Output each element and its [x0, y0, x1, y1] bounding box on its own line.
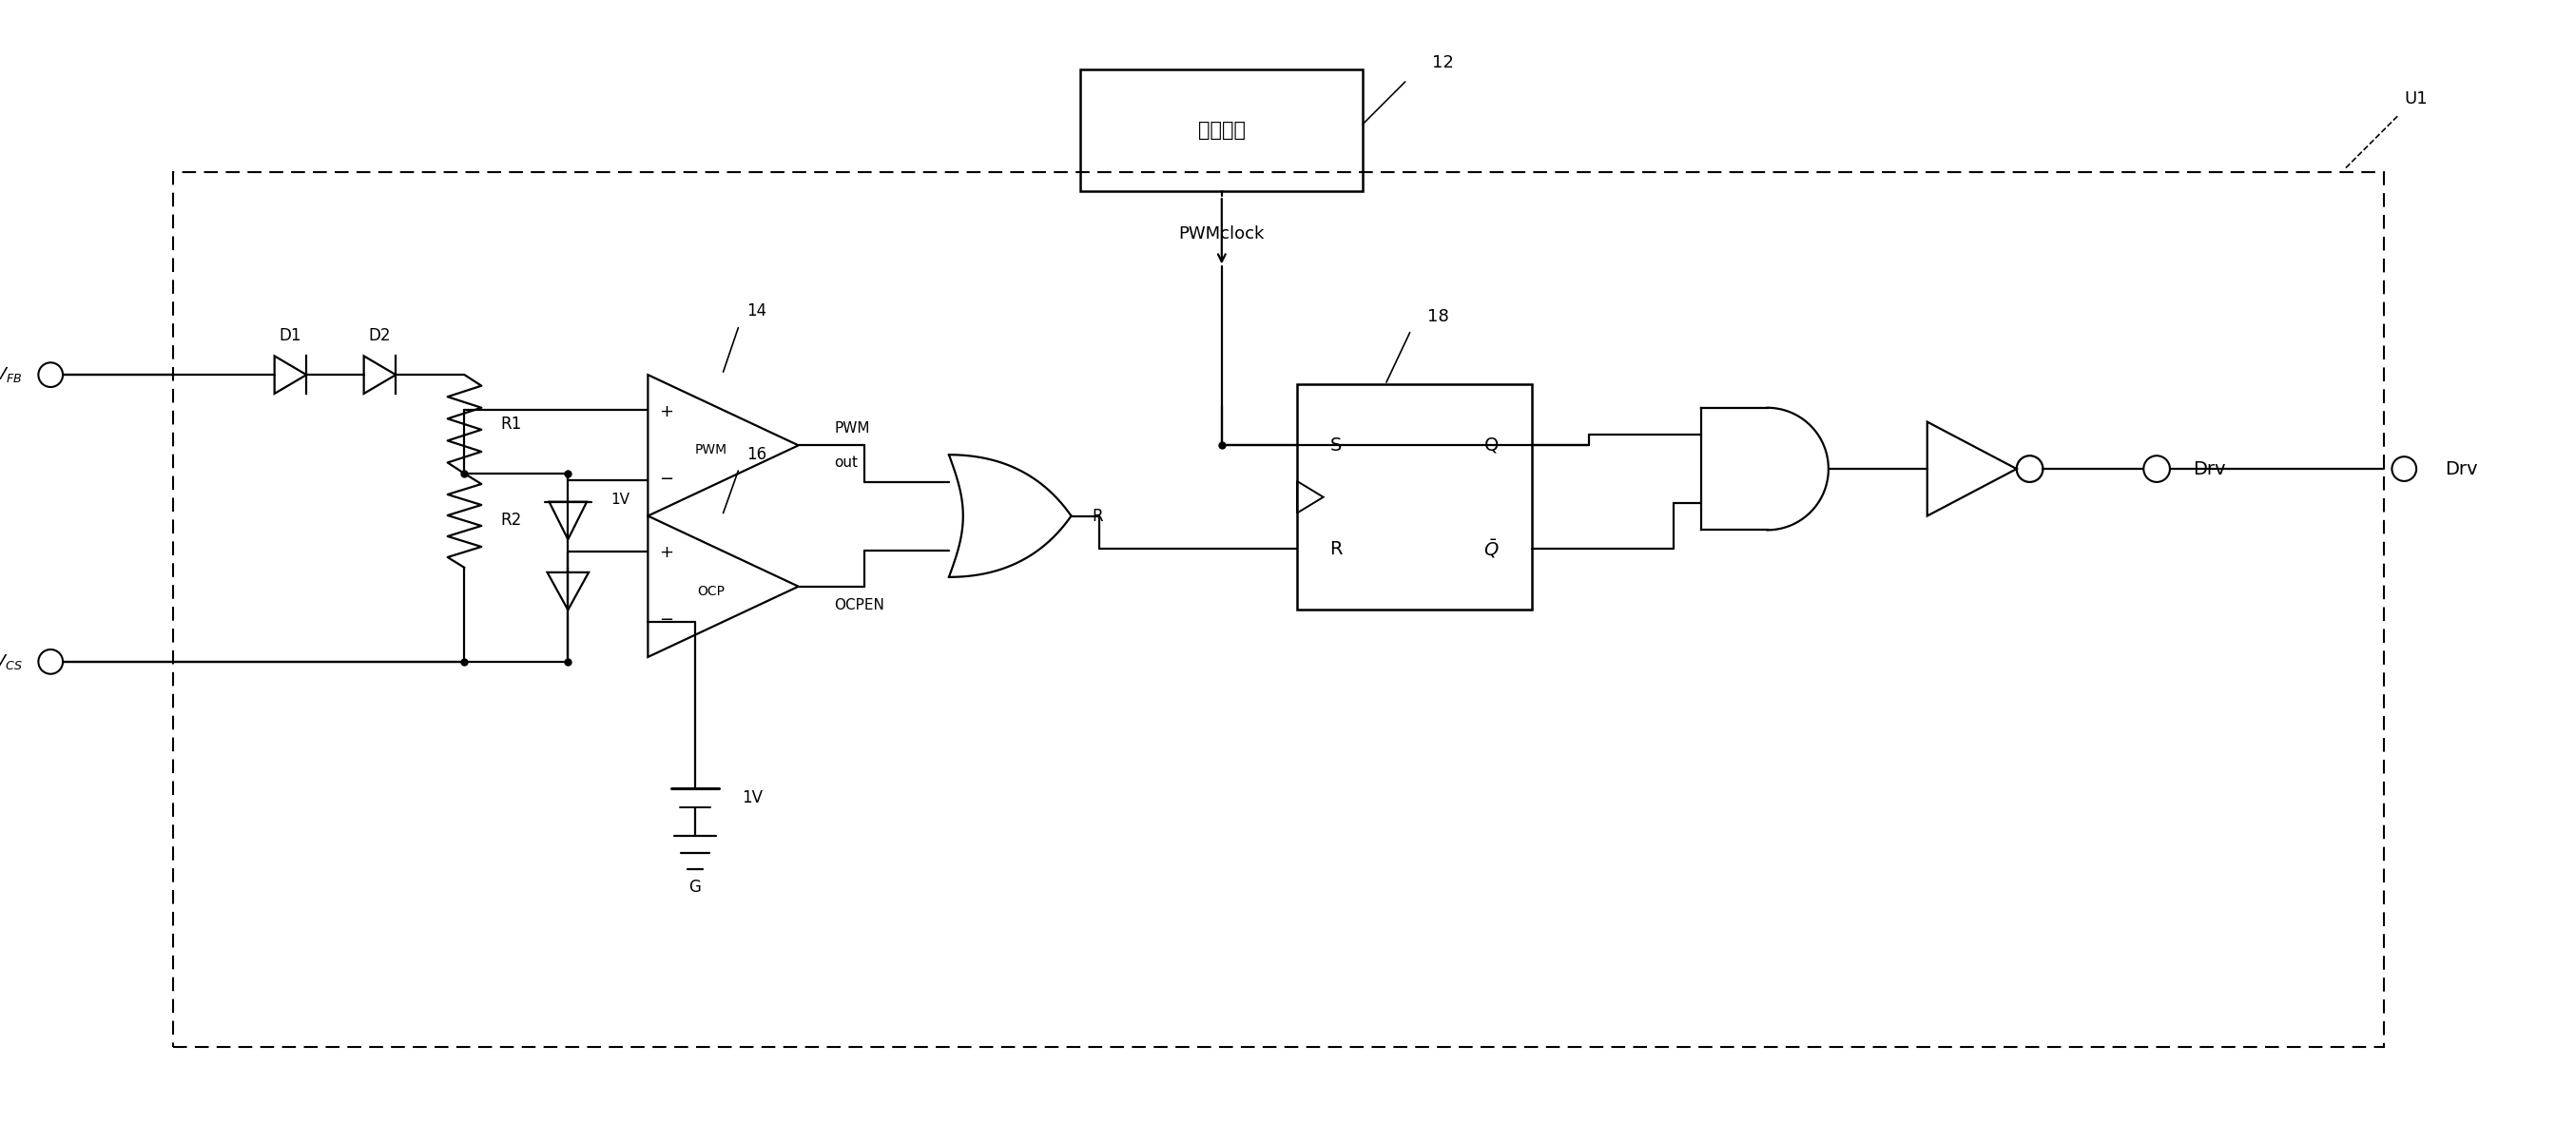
Text: 振荡电路: 振荡电路 — [1198, 120, 1247, 139]
Text: U1: U1 — [2403, 91, 2429, 108]
Text: PWM: PWM — [835, 422, 871, 436]
Bar — [173, 173, 2383, 1048]
Bar — [1082, 69, 1363, 191]
Text: 16: 16 — [747, 446, 765, 463]
Text: out: out — [835, 455, 858, 470]
Text: −: − — [659, 471, 672, 488]
Text: D1: D1 — [278, 327, 301, 344]
Bar — [1296, 384, 1533, 610]
Text: $V_{FB}$: $V_{FB}$ — [0, 365, 23, 384]
Text: Drv: Drv — [2192, 460, 2226, 478]
Text: $\bar{Q}$: $\bar{Q}$ — [1484, 537, 1499, 561]
Text: PWMclock: PWMclock — [1180, 225, 1265, 243]
Text: −: − — [659, 611, 672, 629]
Text: PWM: PWM — [696, 443, 726, 456]
Text: R: R — [1092, 507, 1103, 525]
Text: R1: R1 — [500, 416, 520, 433]
Text: Drv: Drv — [2445, 460, 2478, 478]
Text: D2: D2 — [368, 327, 392, 344]
Text: 1V: 1V — [742, 789, 762, 807]
Text: 18: 18 — [1427, 308, 1448, 325]
Text: +: + — [659, 402, 672, 420]
Text: +: + — [659, 544, 672, 561]
Text: 14: 14 — [747, 302, 765, 319]
Text: Q: Q — [1484, 436, 1499, 454]
Text: R2: R2 — [500, 513, 520, 529]
Text: 1V: 1V — [611, 492, 629, 507]
Text: S: S — [1329, 436, 1342, 454]
Text: OCP: OCP — [698, 584, 724, 598]
Text: 12: 12 — [1432, 54, 1453, 72]
Text: $V_{CS}$: $V_{CS}$ — [0, 652, 23, 671]
Text: OCPEN: OCPEN — [835, 598, 884, 613]
Text: G: G — [688, 879, 701, 896]
Text: R: R — [1329, 540, 1342, 558]
